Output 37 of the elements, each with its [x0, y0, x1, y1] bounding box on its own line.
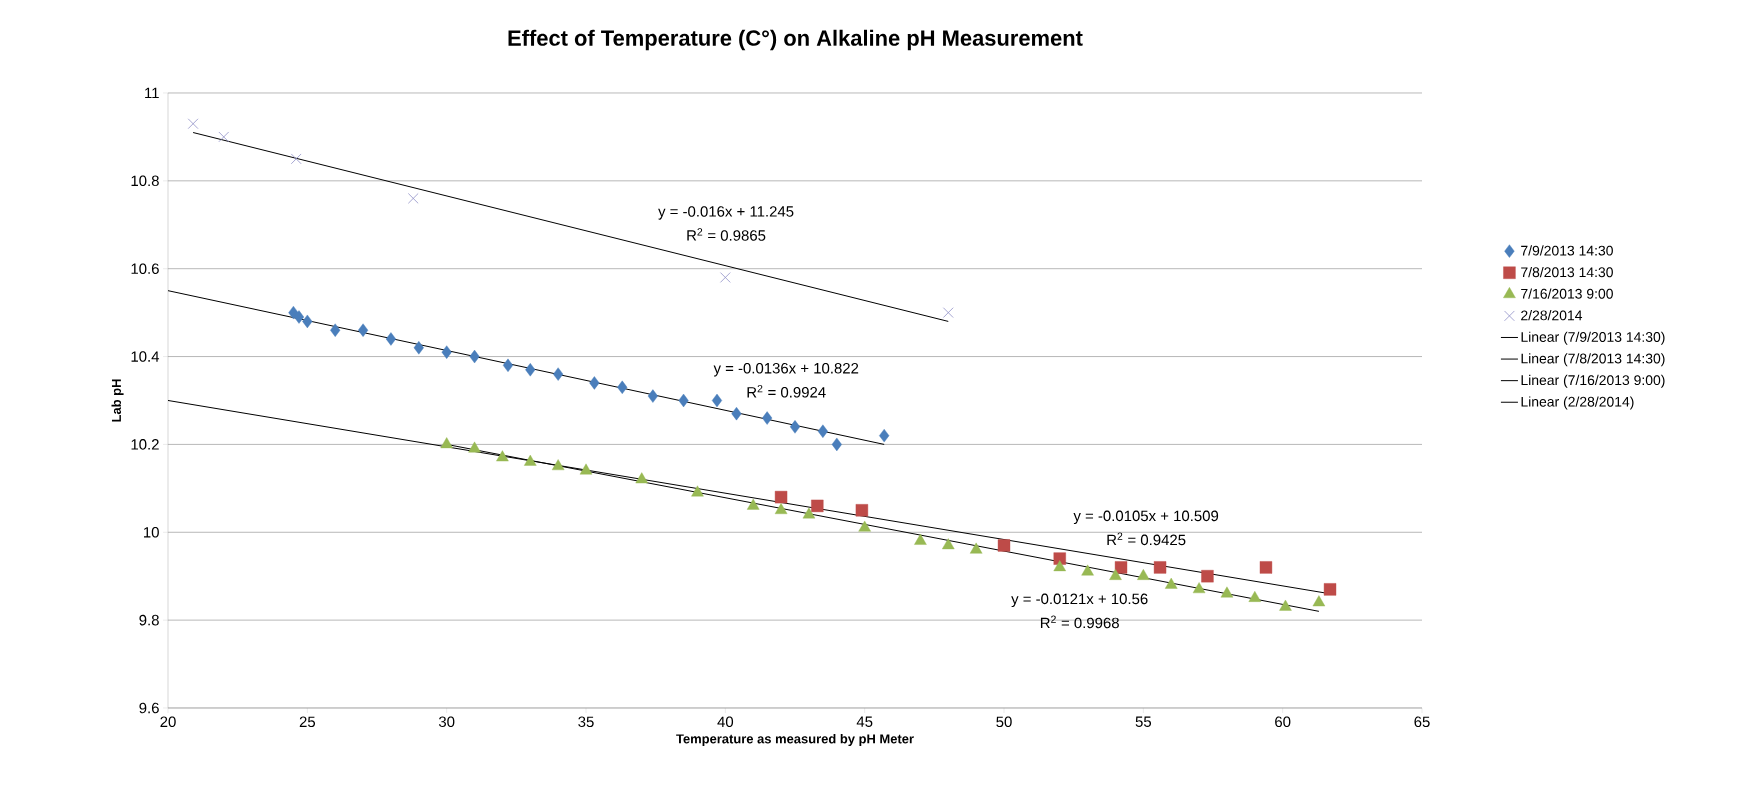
- legend-label: Linear (2/28/2014): [1521, 396, 1634, 410]
- x-tick-label: 30: [438, 716, 455, 728]
- x-tick-label: 55: [1135, 716, 1152, 727]
- x-tick-label: 35: [578, 716, 594, 728]
- y-tick-label: 9.6: [139, 702, 159, 714]
- x-tick-label: 65: [1414, 716, 1430, 728]
- annotation: y = -0.0105x + 10.509: [1073, 510, 1219, 525]
- x-tick-label: 20: [160, 716, 176, 728]
- annotation: R$^{2}$ = 0.9425: [1107, 532, 1186, 546]
- x-axis-title: Temperature as measured by pH Meter: [676, 733, 914, 746]
- y-tick-label: 10.2: [131, 439, 159, 450]
- annotation: R$^{2}$ = 0.9865: [687, 228, 766, 241]
- y-tick-label: 10.8: [131, 175, 159, 187]
- legend-label: 7/16/2013 9:00: [1521, 288, 1613, 299]
- x-tick-label: 25: [299, 716, 316, 728]
- legend-label: Linear (7/9/2013 14:30): [1521, 331, 1665, 345]
- annotation: R$^{2}$ = 0.9924: [747, 384, 826, 398]
- legend-label: Linear (7/16/2013 9:00): [1521, 374, 1665, 388]
- chart-title: Effect of Temperature (C°) on Alkaline pH Measurement: [508, 29, 1083, 51]
- legend-label: Linear (7/8/2013 14:30): [1521, 353, 1665, 367]
- legend-label: 7/9/2013 14:30: [1521, 245, 1613, 256]
- x-tick-label: 45: [856, 716, 873, 727]
- annotation: y = -0.0121x + 10.56: [1011, 593, 1148, 608]
- y-tick-label: 9.8: [139, 614, 159, 626]
- y-axis-title: Lab pH: [111, 379, 124, 422]
- x-tick-label: 60: [1275, 716, 1291, 728]
- legend-label: 2/28/2014: [1521, 310, 1583, 321]
- annotation: y = -0.016x + 11.245: [658, 206, 794, 220]
- y-tick-label: 11: [145, 87, 159, 99]
- x-tick-label: 40: [717, 716, 734, 728]
- y-tick-label: 10.4: [131, 351, 160, 362]
- legend-label: 7/8/2013 14:30: [1521, 266, 1613, 278]
- y-tick-label: 10.6: [131, 263, 159, 274]
- x-tick-label: 50: [996, 716, 1012, 728]
- annotation: R$^{2}$ = 0.9968: [1040, 615, 1119, 629]
- y-tick-label: 10: [144, 526, 159, 538]
- annotation: y = -0.0136x + 10.822: [713, 362, 859, 377]
